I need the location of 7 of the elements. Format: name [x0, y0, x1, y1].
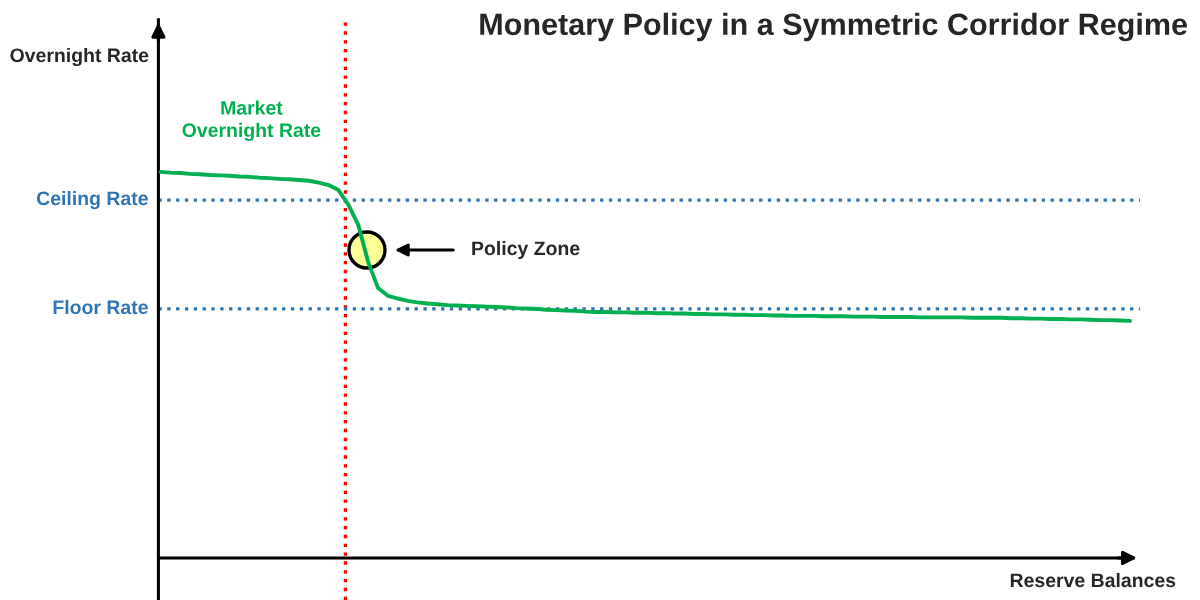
ref-line-label: Floor Rate: [53, 299, 148, 315]
annotation: Policy Zone: [472, 240, 580, 260]
x-axis-title: Reserve Balances: [1010, 572, 1176, 588]
text: Overnight Rate: [10, 47, 149, 67]
ref-line-label: Ceiling Rate: [36, 190, 148, 210]
series-label: Market Overnight Rate: [182, 100, 321, 142]
chart-title: Monetary Policy in a Symmetric Corridor Regime: [480, 12, 1187, 42]
